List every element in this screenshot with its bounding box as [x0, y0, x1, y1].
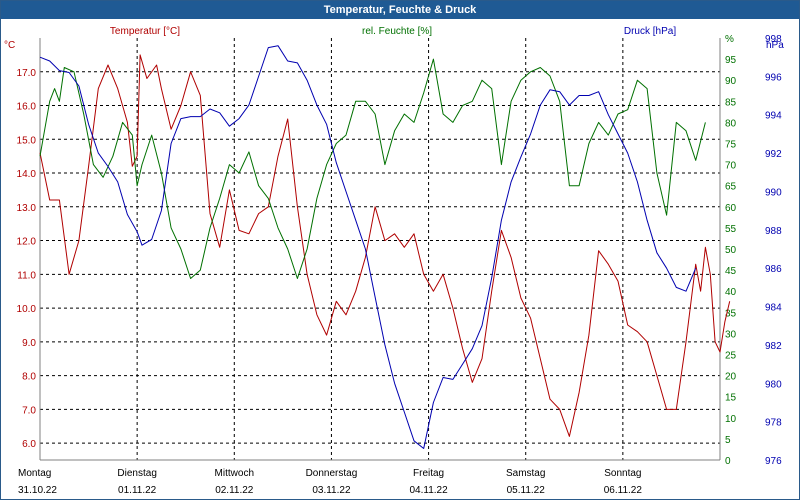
temperature-tick-label: 14.0	[17, 169, 37, 180]
pressure-tick-label: 978	[765, 418, 782, 429]
pressure-tick-label: 994	[765, 111, 782, 122]
x-day-label: Freitag	[413, 468, 444, 479]
humidity-tick-label: 0	[725, 456, 731, 467]
pressure-tick-label: 982	[765, 341, 782, 352]
temperature-tick-label: 15.0	[17, 135, 37, 146]
x-date-label: 02.11.22	[215, 485, 254, 496]
temperature-tick-label: 13.0	[17, 203, 37, 214]
pressure-series-line	[39, 45, 697, 449]
x-day-label: Montag	[18, 468, 51, 479]
temperature-legend-label: Temperatur [°C]	[110, 26, 180, 37]
humidity-tick-label: 10	[725, 414, 737, 425]
temperature-tick-label: 7.0	[22, 405, 36, 416]
humidity-tick-label: 20	[725, 372, 737, 383]
x-day-label: Dienstag	[117, 468, 156, 479]
humidity-tick-label: 30	[725, 329, 737, 340]
humidity-tick-label: 50	[725, 245, 737, 256]
pressure-tick-label: 990	[765, 187, 782, 198]
humidity-series-line	[39, 58, 706, 279]
chart-title: Temperatur, Feuchte & Druck	[1, 1, 799, 19]
temperature-tick-label: 11.0	[17, 270, 36, 281]
temperature-tick-label: 12.0	[17, 237, 37, 248]
temperature-tick-label: 6.0	[22, 439, 36, 450]
x-date-label: 06.11.22	[604, 485, 643, 496]
pressure-unit-label: hPa	[766, 40, 784, 51]
pressure-tick-label: 976	[765, 456, 782, 467]
x-day-label: Samstag	[506, 468, 545, 479]
x-day-label: Donnerstag	[306, 468, 358, 479]
x-date-label: 31.10.22	[18, 485, 57, 496]
humidity-tick-label: 35	[725, 308, 737, 319]
pressure-legend-label: Druck [hPa]	[624, 26, 676, 37]
pressure-tick-label: 986	[765, 264, 782, 275]
humidity-legend-label: rel. Feuchte [%]	[362, 26, 432, 37]
humidity-tick-label: 45	[725, 266, 737, 277]
humidity-tick-label: 25	[725, 351, 737, 362]
humidity-tick-label: 55	[725, 224, 737, 235]
pressure-tick-label: 996	[765, 72, 782, 83]
humidity-tick-label: 15	[725, 393, 737, 404]
temperature-series-line	[39, 54, 731, 437]
pressure-tick-label: 984	[765, 303, 782, 314]
humidity-tick-label: 5	[725, 435, 731, 446]
x-date-label: 03.11.22	[312, 485, 351, 496]
pressure-tick-label: 998	[765, 34, 782, 45]
humidity-tick-label: 70	[725, 161, 737, 172]
humidity-tick-label: 80	[725, 118, 737, 129]
pressure-tick-label: 992	[765, 149, 782, 160]
x-day-label: Sonntag	[604, 468, 641, 479]
x-date-label: 04.11.22	[409, 485, 448, 496]
humidity-tick-label: 65	[725, 182, 737, 193]
humidity-tick-label: 60	[725, 203, 737, 214]
temperature-tick-label: 8.0	[22, 372, 36, 383]
humidity-tick-label: 90	[725, 76, 737, 87]
temperature-tick-label: 16.0	[17, 102, 37, 113]
pressure-tick-label: 980	[765, 379, 782, 390]
humidity-tick-label: 85	[725, 97, 737, 108]
temperature-tick-label: 17.0	[17, 68, 37, 79]
temperature-tick-label: 10.0	[17, 304, 37, 315]
temperature-unit-label: °C	[4, 40, 15, 51]
temperature-tick-label: 9.0	[22, 338, 36, 349]
humidity-tick-label: 95	[725, 55, 737, 66]
x-day-label: Mittwoch	[215, 468, 254, 479]
x-date-label: 01.11.22	[118, 485, 157, 496]
humidity-tick-label: %	[725, 34, 734, 45]
pressure-tick-label: 988	[765, 226, 782, 237]
humidity-tick-label: 40	[725, 287, 737, 298]
humidity-tick-label: 75	[725, 140, 737, 151]
x-date-label: 05.11.22	[507, 485, 546, 496]
